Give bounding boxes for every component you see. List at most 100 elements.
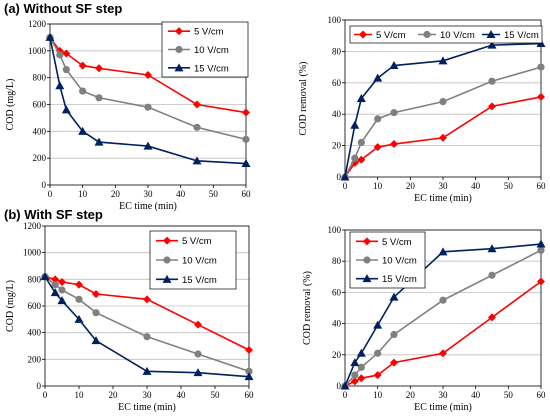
data-point [75, 295, 83, 303]
data-point [439, 349, 447, 358]
data-point [142, 366, 152, 375]
y-tick-label: 40 [332, 109, 342, 119]
legend: 5 V/cm 10 V/cm 15 V/cm [349, 231, 426, 289]
data-point [373, 320, 383, 329]
chart-removal-with-sf: 0 20 40 60 80 100 0 10 20 30 40 50 60 EC time (min) CO… [302, 225, 546, 413]
y-axis-label: COD (mg/L) [5, 280, 16, 332]
x-tick-label: 20 [406, 181, 416, 191]
x-tick-label: 0 [343, 181, 348, 191]
data-point [194, 350, 202, 358]
series-2 [340, 39, 546, 181]
y-tick-label: 20 [332, 141, 342, 151]
data-point [389, 61, 399, 70]
data-point [340, 172, 350, 181]
legend-label: 10 V/cm [440, 30, 475, 41]
y-tick-label: 60 [332, 287, 342, 297]
y-axis-label: COD removal (%) [298, 62, 309, 136]
y-tick-label: 1200 [23, 221, 42, 231]
data-point [390, 140, 398, 149]
data-point [51, 275, 60, 284]
data-point [537, 92, 545, 101]
x-tick-label: 20 [109, 390, 119, 400]
legend: 5 V/cm 10 V/cm 15 V/cm [149, 230, 237, 290]
series-line [44, 276, 250, 373]
data-point [537, 63, 545, 71]
legend-marker [363, 237, 371, 246]
legend-marker [175, 45, 183, 54]
x-axis-label: EC time (min) [414, 402, 472, 413]
data-point [62, 49, 71, 58]
y-axis-label: COD removal (%) [302, 271, 313, 345]
data-point [357, 374, 366, 383]
data-point [245, 367, 253, 375]
legend-marker [362, 274, 372, 283]
data-point [58, 286, 66, 294]
x-tick-label: 40 [176, 189, 186, 199]
data-point [78, 61, 87, 70]
data-point [144, 103, 152, 111]
x-tick-label: 50 [209, 189, 219, 199]
data-point [357, 363, 365, 371]
legend-label: 5 V/cm [182, 236, 212, 247]
data-point [94, 137, 104, 146]
legend-label: 10 V/cm [382, 256, 417, 267]
data-point [78, 126, 88, 135]
y-tick-label: 100 [328, 225, 342, 235]
data-point [193, 368, 203, 377]
legend-marker [486, 30, 496, 38]
data-point [373, 143, 382, 152]
y-tick-label: 200 [28, 354, 42, 364]
legend-box [349, 25, 543, 44]
data-point [340, 381, 350, 390]
data-point [143, 141, 153, 150]
data-point [350, 358, 360, 367]
data-point [40, 272, 50, 281]
y-tick-label: 0 [37, 381, 42, 391]
data-point [438, 247, 448, 256]
data-point [194, 320, 202, 329]
data-point [244, 372, 254, 381]
x-axis-label: EC time (min) [119, 201, 177, 212]
y-tick-label: 1000 [28, 46, 47, 56]
y-tick-label: 400 [33, 126, 47, 136]
data-point [488, 313, 496, 322]
x-tick-label: 50 [504, 390, 514, 400]
legend-marker [423, 30, 431, 39]
x-tick-label: 30 [144, 189, 154, 199]
legend-marker [163, 236, 171, 245]
y-tick-label: 40 [332, 319, 342, 329]
x-tick-label: 60 [537, 390, 547, 400]
x-tick-label: 0 [343, 390, 348, 400]
x-tick-label: 60 [242, 189, 252, 199]
x-tick-label: 50 [504, 181, 514, 191]
y-tick-label: 800 [28, 274, 42, 284]
chart-cod-with-sf: 0 200 400 600 800 1000 1200 0 10 20 30 40 50 60 EC tim… [5, 221, 254, 413]
legend-label: 15 V/cm [194, 63, 229, 74]
series-2 [45, 32, 251, 168]
x-tick-label: 30 [439, 390, 449, 400]
data-point [193, 100, 201, 109]
series-1 [341, 63, 545, 181]
x-tick-label: 50 [211, 390, 221, 400]
x-axis-label: EC time (min) [414, 193, 472, 204]
x-tick-label: 20 [111, 189, 121, 199]
legend-marker [175, 27, 183, 36]
x-tick-label: 10 [78, 189, 88, 199]
data-point [356, 94, 366, 102]
x-axis-label: EC time (min) [118, 402, 176, 413]
data-point [357, 138, 365, 147]
y-tick-label: 0 [337, 381, 342, 391]
data-point [75, 280, 83, 289]
legend-marker [359, 30, 367, 39]
x-tick-label: 30 [143, 390, 153, 400]
x-tick-label: 60 [537, 181, 547, 191]
data-point [350, 377, 359, 386]
data-point [143, 333, 151, 341]
data-point [488, 102, 496, 111]
data-point [374, 349, 382, 357]
y-tick-label: 600 [33, 100, 47, 110]
data-point [488, 77, 496, 85]
legend-marker [163, 256, 171, 264]
y-tick-label: 400 [28, 328, 42, 338]
